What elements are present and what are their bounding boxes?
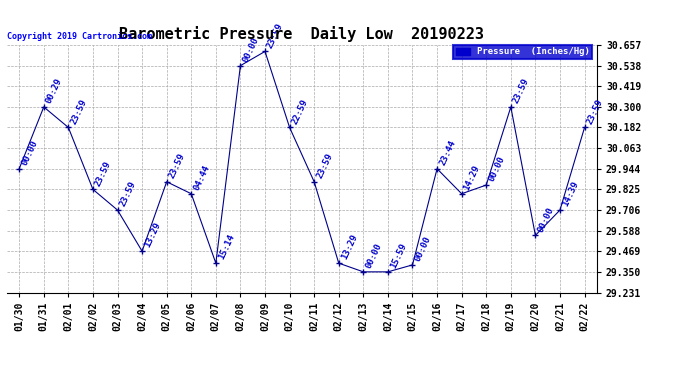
Text: 23:59: 23:59 <box>167 152 187 180</box>
Text: 15:59: 15:59 <box>388 242 408 270</box>
Title: Barometric Pressure  Daily Low  20190223: Barometric Pressure Daily Low 20190223 <box>119 27 484 42</box>
Text: 00:00: 00:00 <box>487 155 506 183</box>
Text: 23:59: 23:59 <box>69 98 88 126</box>
Text: 23:59: 23:59 <box>511 77 531 105</box>
Text: 00:00: 00:00 <box>364 242 384 270</box>
Text: 00:00: 00:00 <box>241 36 261 64</box>
Text: 23:59: 23:59 <box>585 98 604 126</box>
Text: 23:59: 23:59 <box>94 159 113 188</box>
Text: 22:59: 22:59 <box>290 98 310 126</box>
Text: 04:44: 04:44 <box>192 164 211 192</box>
Legend: Pressure  (Inches/Hg): Pressure (Inches/Hg) <box>453 45 592 59</box>
Text: 00:00: 00:00 <box>413 235 433 263</box>
Text: 14:39: 14:39 <box>560 180 580 208</box>
Text: 23:59: 23:59 <box>315 152 334 180</box>
Text: 00:00: 00:00 <box>20 139 39 167</box>
Text: 23:59: 23:59 <box>118 180 137 208</box>
Text: 00:29: 00:29 <box>44 77 64 105</box>
Text: 23:59: 23:59 <box>266 21 285 50</box>
Text: 15:14: 15:14 <box>217 233 236 261</box>
Text: 14:29: 14:29 <box>462 164 482 192</box>
Text: 13:29: 13:29 <box>339 233 359 261</box>
Text: 00:00: 00:00 <box>536 205 555 234</box>
Text: Copyright 2019 Cartronics.com: Copyright 2019 Cartronics.com <box>7 32 152 41</box>
Text: 23:44: 23:44 <box>437 139 457 167</box>
Text: 13:29: 13:29 <box>143 221 162 249</box>
